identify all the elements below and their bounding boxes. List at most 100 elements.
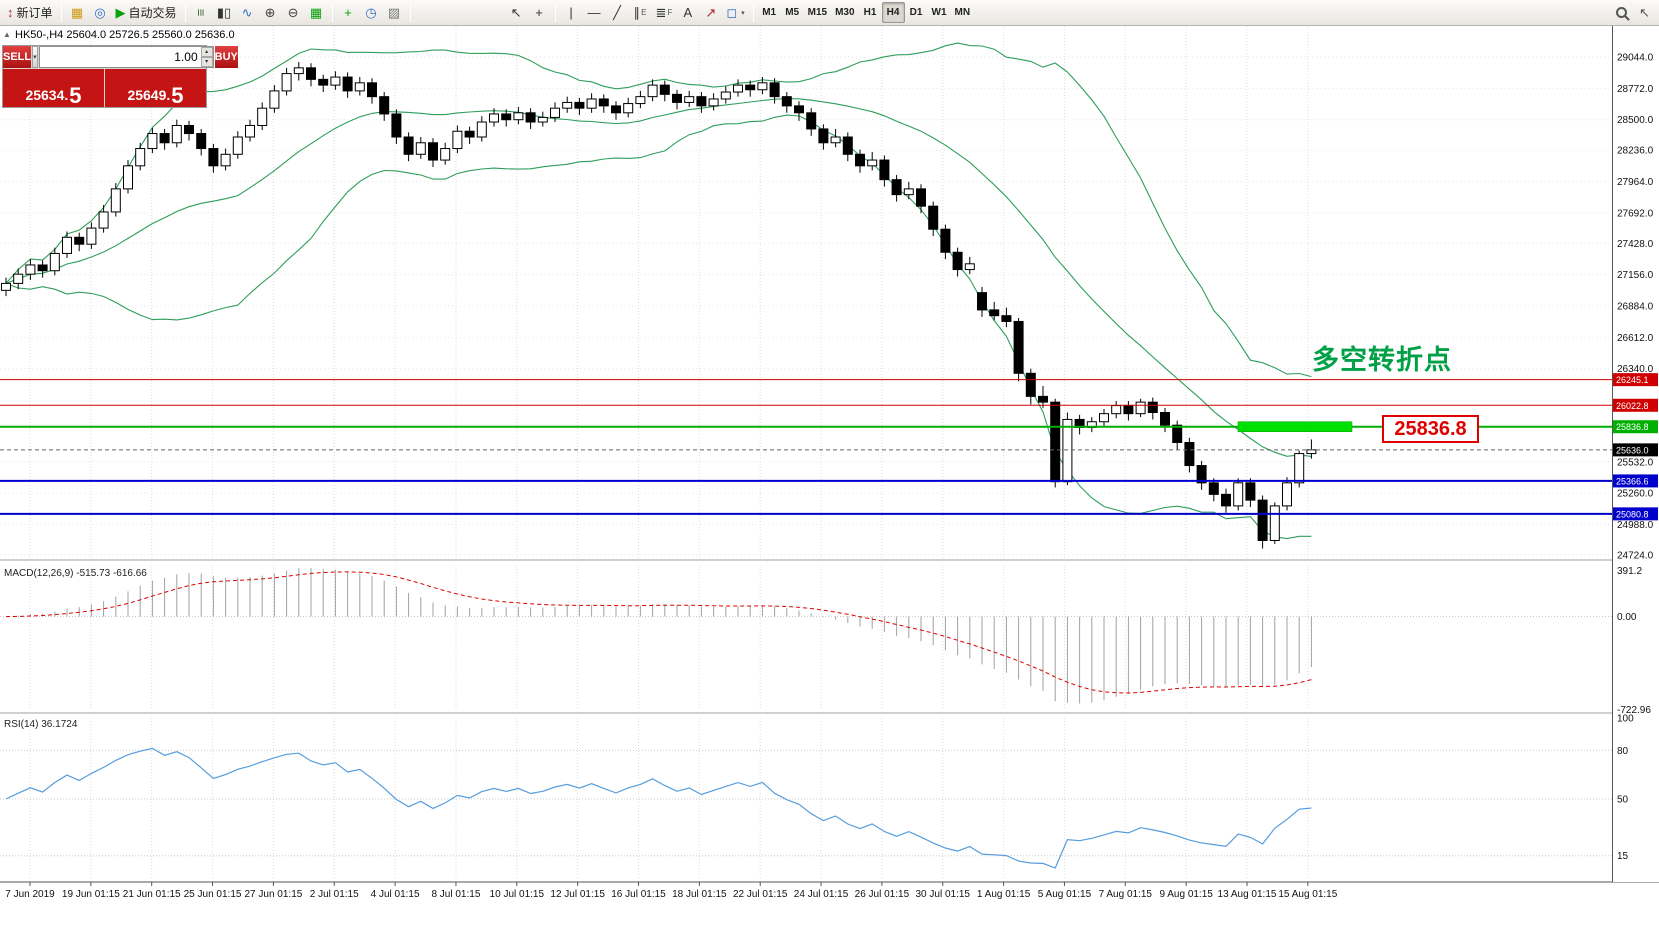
- bar-chart-icon: ≡: [193, 8, 209, 17]
- rsi-pane: [0, 747, 1612, 869]
- crosshair-button[interactable]: +: [528, 2, 551, 23]
- indicators-button[interactable]: +: [337, 2, 360, 23]
- svg-text:25080.8: 25080.8: [1616, 509, 1649, 519]
- timeframe-h1-button[interactable]: H1: [859, 2, 882, 23]
- periods-icon: ◷: [365, 5, 377, 20]
- svg-text:100: 100: [1617, 714, 1634, 725]
- toolbar-separator: [409, 3, 411, 22]
- svg-text:7 Jun 2019: 7 Jun 2019: [5, 889, 55, 900]
- trade-panel-controls: SELL ▾ ▴ ▾ BUY: [3, 46, 238, 68]
- pointer-button[interactable]: ↖: [1633, 2, 1656, 23]
- grid-layer: [0, 26, 1612, 880]
- data-window-button[interactable]: ◎: [89, 2, 112, 23]
- pane-splitters[interactable]: [0, 26, 1659, 883]
- vertical-line-button[interactable]: |: [560, 2, 583, 23]
- bar-chart-button[interactable]: ≡: [190, 2, 213, 23]
- svg-text:26245.1: 26245.1: [1616, 375, 1649, 385]
- fibonacci-button[interactable]: ≣ F: [655, 5, 673, 20]
- new-order-button[interactable]: ↕ 新订单: [3, 2, 57, 23]
- zoom-in-button[interactable]: ⊕: [259, 2, 282, 23]
- search-button[interactable]: [1610, 2, 1633, 23]
- periods-button[interactable]: ◷: [360, 2, 383, 23]
- tile-windows-button[interactable]: ▦: [305, 2, 328, 23]
- market-watch-icon: ▦: [70, 5, 84, 20]
- svg-text:26022.8: 26022.8: [1616, 401, 1649, 411]
- zoom-out-icon: ⊖: [287, 5, 299, 20]
- candlestick-chart-icon: ▮▯: [216, 5, 232, 20]
- text-button[interactable]: A: [676, 2, 699, 23]
- fibonacci-icon: ≣: [655, 5, 667, 20]
- highlight-rectangle[interactable]: [1237, 421, 1353, 432]
- svg-text:9 Aug 01:15: 9 Aug 01:15: [1159, 889, 1213, 900]
- svg-text:24 Jul 01:15: 24 Jul 01:15: [794, 889, 849, 900]
- auto-trading-button[interactable]: ▶ 自动交易: [112, 2, 181, 23]
- shapes-button[interactable]: ◻ ▾: [726, 5, 745, 20]
- svg-text:25636.0: 25636.0: [1616, 445, 1649, 455]
- line-chart-icon: ∿: [241, 5, 253, 20]
- price-callout-label[interactable]: 25836.8: [1382, 415, 1479, 443]
- market-watch-button[interactable]: ▦: [66, 2, 89, 23]
- sell-price-panel[interactable]: 25634. 5: [3, 69, 104, 107]
- sell-price-pip: 5: [69, 83, 82, 109]
- volume-input[interactable]: [39, 47, 201, 67]
- tile-windows-icon: ▦: [309, 5, 323, 20]
- volume-down-button[interactable]: ▾: [200, 57, 213, 67]
- annotation-text[interactable]: 多空转折点: [1312, 345, 1452, 375]
- volume-dropdown-button[interactable]: ▾: [32, 46, 38, 68]
- cursor-button[interactable]: ↖: [505, 2, 528, 23]
- auto-trading-button-label: 自动交易: [128, 6, 177, 20]
- templates-button[interactable]: ▨: [383, 2, 406, 23]
- indicators-icon: +: [344, 5, 352, 20]
- timeframe-h4-button[interactable]: H4: [881, 2, 905, 23]
- buy-price-panel[interactable]: 25649. 5: [105, 69, 206, 107]
- data-window-icon: ◎: [94, 5, 106, 20]
- volume-up-button[interactable]: ▴: [200, 47, 213, 57]
- timeframe-m1-button[interactable]: M1: [758, 2, 781, 23]
- one-click-toggle-icon[interactable]: ▲: [3, 30, 11, 39]
- svg-text:18 Jul 01:15: 18 Jul 01:15: [672, 889, 727, 900]
- timeframe-m15-button[interactable]: M15: [804, 2, 831, 23]
- buy-button[interactable]: BUY: [214, 46, 238, 68]
- horizontal-line-button[interactable]: —: [583, 2, 606, 23]
- zoom-in-icon: ⊕: [264, 5, 276, 20]
- svg-text:7 Aug 01:15: 7 Aug 01:15: [1099, 889, 1153, 900]
- toolbar-separator: [554, 3, 556, 22]
- horizontal-level-lines[interactable]: [0, 379, 1612, 515]
- candlestick-chart-button[interactable]: ▮▯: [213, 2, 236, 23]
- svg-text:24724.0: 24724.0: [1617, 551, 1654, 562]
- line-chart-button[interactable]: ∿: [236, 2, 259, 23]
- timeframe-d1-button[interactable]: D1: [905, 2, 928, 23]
- volume-field: ▴ ▾: [38, 46, 214, 68]
- one-click-trade-panel: SELL ▾ ▴ ▾ BUY 25634.5 25649.5: [2, 45, 238, 108]
- arrow-tools-button[interactable]: ↗: [699, 2, 722, 23]
- timeframe-mn-button-label: MN: [954, 7, 971, 18]
- svg-text:21 Jun 01:15: 21 Jun 01:15: [123, 889, 181, 900]
- sell-button[interactable]: SELL: [3, 46, 32, 68]
- pointer-icon: ↖: [1639, 5, 1650, 20]
- equidistant-channel-icon: ∥: [633, 5, 641, 20]
- svg-text:28236.0: 28236.0: [1617, 146, 1654, 157]
- svg-text:24988.0: 24988.0: [1617, 520, 1654, 531]
- magnifier-icon: [1616, 7, 1627, 18]
- svg-text:0.00: 0.00: [1617, 612, 1637, 623]
- horizontal-line-icon: —: [587, 5, 601, 20]
- svg-text:27964.0: 27964.0: [1617, 177, 1654, 188]
- chart-canvas[interactable]: 29044.0 28772.0 28500.0 28236.0 27964.0 27692…: [0, 26, 1659, 949]
- time-axis[interactable]: 7 Jun 2019 19 Jun 01:15 21 Jun 01:15 25 Jun…: [5, 882, 1338, 900]
- timeframe-m5-button[interactable]: M5: [781, 2, 804, 23]
- trendline-button[interactable]: ╱: [606, 2, 629, 23]
- timeframe-h4-button-label: H4: [886, 7, 900, 18]
- svg-text:5 Aug 01:15: 5 Aug 01:15: [1038, 889, 1092, 900]
- svg-text:10 Jul 01:15: 10 Jul 01:15: [490, 889, 545, 900]
- timeframe-m30-button[interactable]: M30: [831, 2, 858, 23]
- toolbar-separator: [752, 3, 754, 22]
- svg-text:391.2: 391.2: [1617, 566, 1642, 577]
- timeframe-mn-button[interactable]: MN: [951, 2, 975, 23]
- equidistant-channel-button[interactable]: ∥ E: [633, 5, 647, 20]
- svg-text:25532.0: 25532.0: [1617, 457, 1654, 468]
- zoom-out-button[interactable]: ⊖: [282, 2, 305, 23]
- new-order-icon: ↕: [7, 5, 14, 20]
- timeframe-w1-button[interactable]: W1: [928, 2, 951, 23]
- svg-text:25 Jun 01:15: 25 Jun 01:15: [184, 889, 242, 900]
- svg-text:50: 50: [1617, 795, 1629, 806]
